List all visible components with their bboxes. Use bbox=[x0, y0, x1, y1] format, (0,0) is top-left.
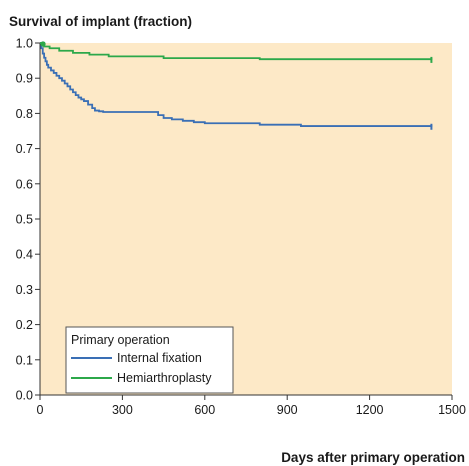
x-tick-label: 1500 bbox=[438, 403, 466, 417]
x-tick-label: 0 bbox=[37, 403, 44, 417]
y-tick-label: 0.3 bbox=[16, 283, 33, 297]
y-axis-ticks: 0.0 0.1 0.2 0.3 0.4 0.5 0.6 0.7 0.8 0.9 1.0 bbox=[16, 37, 40, 403]
y-tick-label: 0.9 bbox=[16, 72, 33, 86]
legend-title: Primary operation bbox=[71, 333, 170, 347]
y-tick-label: 0.2 bbox=[16, 318, 33, 332]
x-tick-label: 600 bbox=[194, 403, 215, 417]
series-start-marker-hemiarthroplasty bbox=[40, 41, 46, 47]
y-tick-label: 0.8 bbox=[16, 107, 33, 121]
y-tick-label: 0.0 bbox=[16, 389, 33, 403]
y-tick-label: 0.7 bbox=[16, 142, 33, 156]
legend-box bbox=[65, 326, 234, 394]
x-tick-label: 900 bbox=[277, 403, 298, 417]
legend-label-hemiarthroplasty: Hemiarthroplasty bbox=[117, 371, 212, 385]
x-axis-ticks: 0 300 600 900 1200 1500 bbox=[37, 395, 466, 417]
series-line-internal-fixation bbox=[40, 42, 433, 127]
x-tick-label: 1200 bbox=[356, 403, 384, 417]
legend-label-internal-fixation: Internal fixation bbox=[117, 351, 202, 365]
y-tick-label: 0.5 bbox=[16, 213, 33, 227]
x-axis-title: Days after primary operation bbox=[281, 450, 465, 465]
y-tick-label: 0.1 bbox=[16, 353, 33, 367]
series-line-hemiarthroplasty bbox=[40, 42, 433, 61]
y-tick-label: 0.6 bbox=[16, 177, 33, 191]
y-tick-label: 1.0 bbox=[16, 37, 33, 51]
y-axis-title: Survival of implant (fraction) bbox=[9, 14, 192, 29]
legend: Primary operation Internal fixation Hemi… bbox=[65, 326, 234, 394]
series-layer bbox=[40, 41, 433, 130]
y-tick-label: 0.4 bbox=[16, 248, 33, 262]
x-tick-label: 300 bbox=[112, 403, 133, 417]
